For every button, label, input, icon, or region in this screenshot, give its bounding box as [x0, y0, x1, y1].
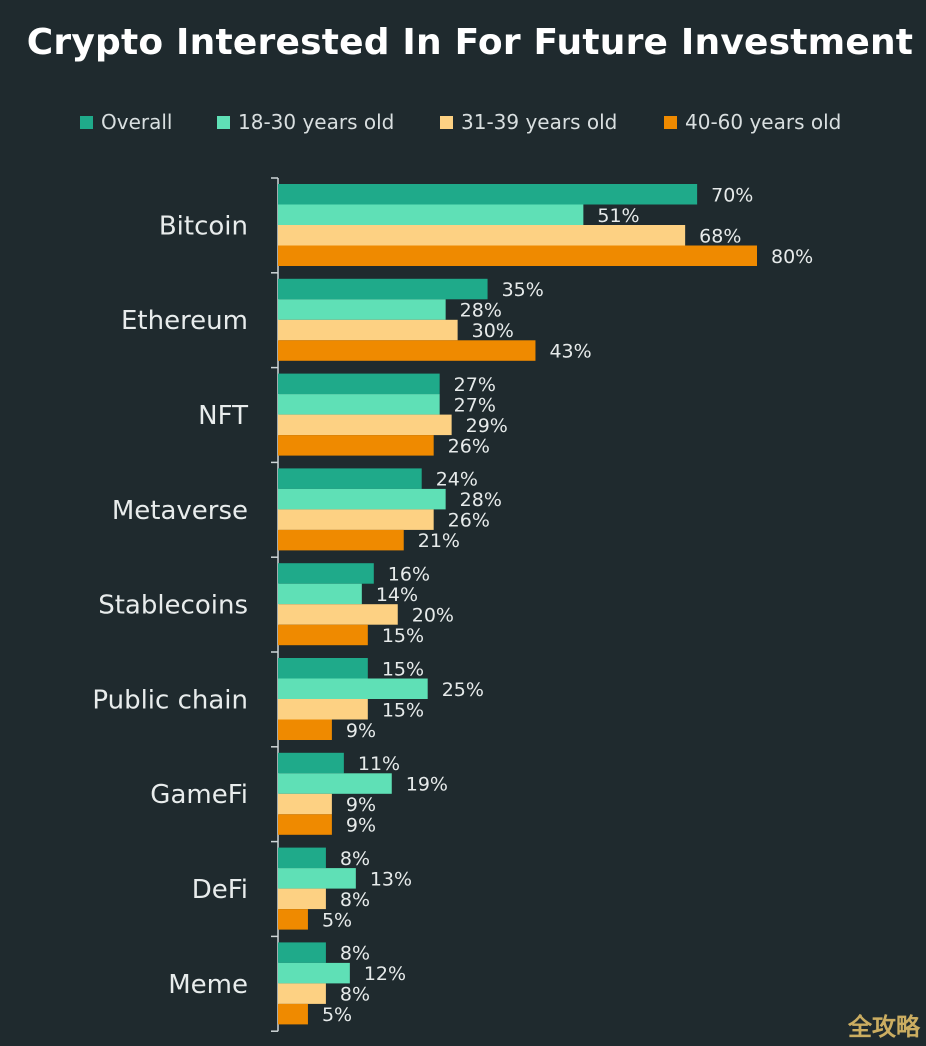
- bar: [278, 394, 440, 415]
- bar: [278, 719, 332, 740]
- data-label: 15%: [382, 699, 424, 721]
- data-label: 9%: [346, 815, 376, 837]
- legend-label-18-30: 18-30 years old: [238, 110, 395, 134]
- data-label: 8%: [340, 943, 370, 965]
- data-label: 8%: [340, 848, 370, 870]
- category-label: GameFi: [150, 780, 248, 810]
- data-label: 15%: [382, 625, 424, 647]
- bar: [278, 942, 326, 963]
- legend-item-18-30: 18-30 years old: [217, 110, 394, 134]
- data-label: 8%: [340, 984, 370, 1006]
- bar: [278, 624, 368, 646]
- data-label: 51%: [597, 205, 639, 227]
- data-label: 14%: [376, 584, 418, 606]
- bar: [278, 1003, 308, 1025]
- data-label: 29%: [466, 415, 508, 437]
- chart-title: Crypto Interested In For Future Investme…: [26, 22, 914, 63]
- legend-label-40-60: 40-60 years old: [685, 110, 842, 134]
- data-label: 24%: [436, 469, 478, 491]
- bar: [278, 278, 488, 300]
- bar: [278, 204, 584, 225]
- data-label: 13%: [370, 868, 412, 890]
- category-label: Public chain: [92, 685, 248, 715]
- data-label: 27%: [454, 374, 496, 396]
- data-label: 68%: [699, 225, 741, 247]
- bar: [278, 529, 404, 551]
- data-label: 80%: [771, 246, 813, 268]
- legend-swatch-40-60: [664, 115, 677, 129]
- bar: [278, 583, 362, 605]
- bar: [278, 563, 374, 584]
- data-label: 9%: [346, 720, 376, 742]
- bar: [278, 909, 308, 930]
- data-label: 35%: [502, 279, 544, 301]
- legend-label-overall: Overall: [101, 110, 173, 134]
- category-label: DeFi: [192, 875, 248, 905]
- data-label: 5%: [322, 1004, 352, 1026]
- category-label: Stablecoins: [98, 591, 248, 621]
- data-label: 11%: [358, 753, 400, 775]
- data-label: 19%: [406, 774, 448, 796]
- data-label: 26%: [448, 435, 490, 457]
- data-label: 27%: [454, 394, 496, 416]
- category-label: NFT: [198, 401, 248, 431]
- bar: [278, 658, 368, 679]
- category-label: Meme: [168, 970, 248, 1000]
- bar: [278, 468, 422, 489]
- legend-swatch-31-39: [440, 115, 453, 129]
- data-label: 8%: [340, 889, 370, 911]
- bar: [278, 793, 332, 815]
- data-label: 28%: [460, 300, 502, 322]
- data-label: 5%: [322, 909, 352, 931]
- bar: [278, 225, 686, 246]
- data-label: 9%: [346, 794, 376, 816]
- category-label: Bitcoin: [159, 211, 248, 241]
- bar: [278, 678, 428, 699]
- watermark-logo: 全攻略: [848, 1013, 920, 1041]
- data-label: 20%: [412, 604, 454, 626]
- bar: [278, 299, 446, 320]
- data-label: 28%: [460, 489, 502, 511]
- bar: [278, 604, 398, 625]
- bar: [278, 888, 326, 910]
- legend-item-40-60: 40-60 years old: [664, 110, 841, 134]
- data-label: 70%: [711, 184, 753, 206]
- data-label: 25%: [442, 679, 484, 701]
- legend-item-31-39: 31-39 years old: [440, 110, 617, 134]
- bar: [278, 962, 350, 984]
- bar: [278, 509, 434, 530]
- data-label: 30%: [472, 320, 514, 342]
- data-label: 26%: [448, 510, 490, 532]
- category-label: Metaverse: [112, 496, 248, 526]
- legend-item-overall: Overall: [80, 110, 172, 134]
- data-label: 43%: [549, 341, 591, 363]
- bar: [278, 414, 452, 436]
- bar: [278, 773, 392, 794]
- bar: [278, 868, 356, 889]
- bar: [278, 245, 757, 266]
- bar: [278, 435, 434, 456]
- bar: [278, 319, 458, 341]
- legend-swatch-overall: [80, 115, 93, 129]
- bar: [278, 488, 446, 510]
- bar: [278, 814, 332, 835]
- category-label: Ethereum: [121, 306, 248, 336]
- bar: [278, 752, 344, 774]
- legend-swatch-18-30: [217, 115, 230, 129]
- bar: [278, 184, 698, 205]
- bar: [278, 847, 326, 869]
- bar: [278, 983, 326, 1004]
- data-label: 15%: [382, 658, 424, 680]
- bar: [278, 340, 536, 361]
- data-label: 12%: [364, 963, 406, 985]
- legend-label-31-39: 31-39 years old: [461, 110, 618, 134]
- data-label: 16%: [388, 563, 430, 585]
- bar: [278, 699, 368, 720]
- data-label: 21%: [418, 530, 460, 552]
- bar: [278, 373, 440, 395]
